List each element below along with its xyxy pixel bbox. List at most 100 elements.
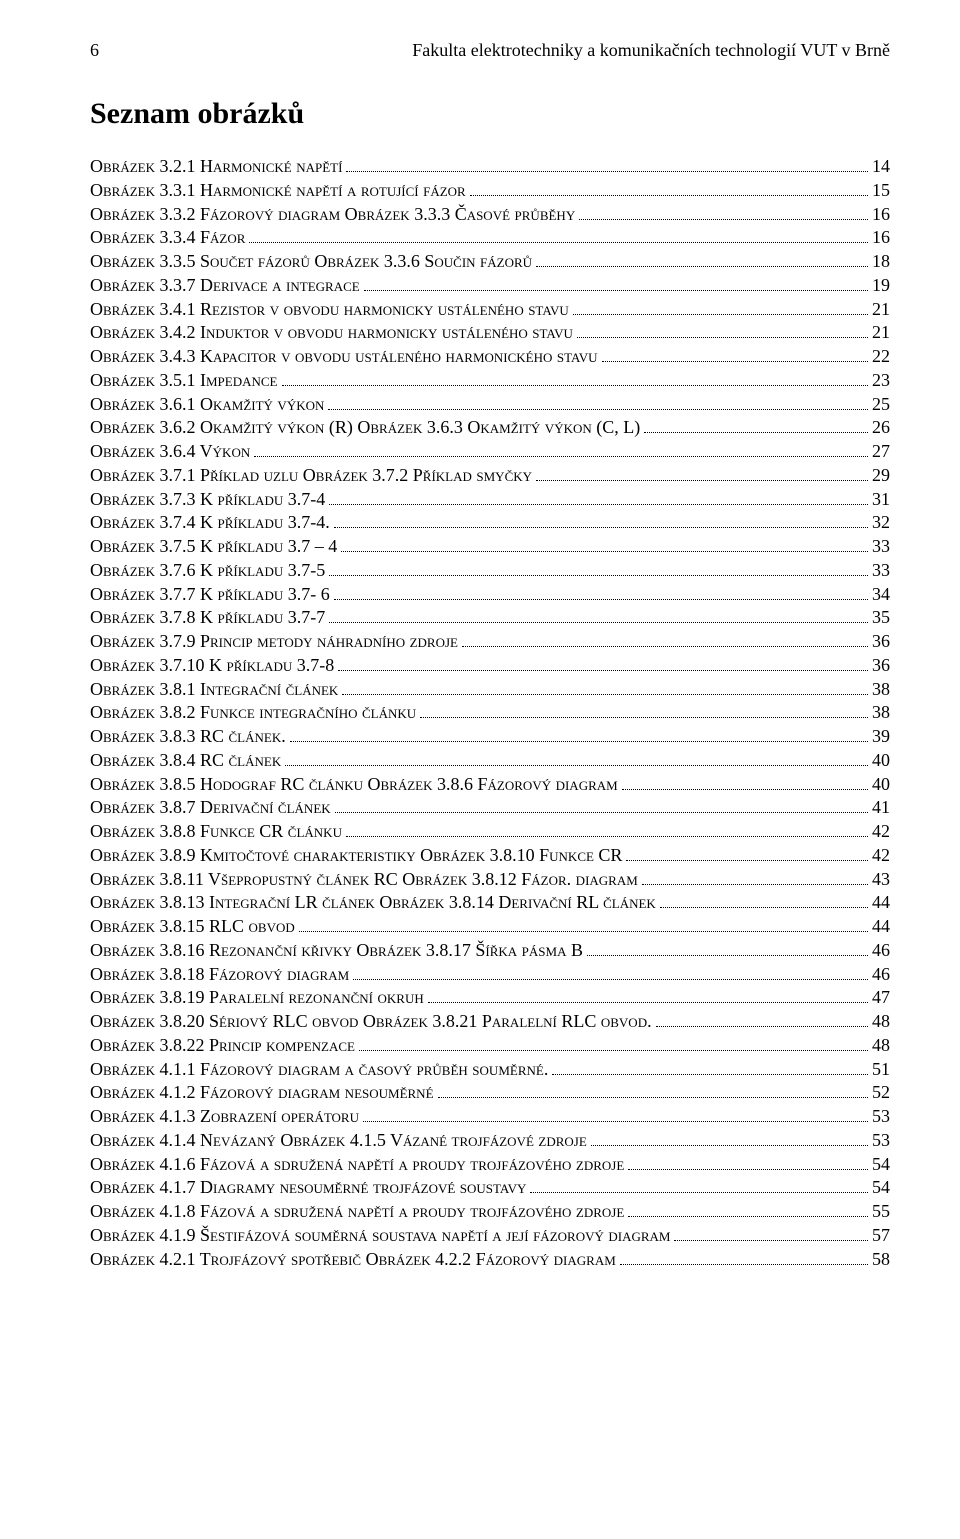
dot-leaders [364,276,868,291]
toc-label: Obrázek 3.8.20 Sériový RLC obvod Obrázek… [90,1010,652,1034]
toc-label: Obrázek 4.1.7 Diagramy nesouměrné trojfá… [90,1176,526,1200]
toc-row: Obrázek 3.4.2 Induktor v obvodu harmonic… [90,321,890,345]
toc-label: Obrázek 4.1.9 Šestifázová souměrná soust… [90,1224,670,1248]
toc-row: Obrázek 3.7.9 Princip metody náhradního … [90,630,890,654]
toc-label: Obrázek 4.1.2 Fázorový diagram nesouměrn… [90,1081,434,1105]
toc-label: Obrázek 3.7.5 K příkladu 3.7 – 4 [90,535,337,559]
dot-leaders [656,1013,868,1028]
dot-leaders [249,229,868,244]
toc-page: 15 [872,179,890,203]
toc-page: 44 [872,915,890,939]
toc-label: Obrázek 3.7.1 Příklad uzlu Obrázek 3.7.2… [90,464,532,488]
dot-leaders [329,609,868,624]
toc-row: Obrázek 3.7.4 K příkladu 3.7-4. 32 [90,511,890,535]
toc-label: Obrázek 3.7.10 K příkladu 3.7-8 [90,654,334,678]
dot-leaders [462,633,868,648]
toc-row: Obrázek 4.1.4 Nevázaný Obrázek 4.1.5 Váz… [90,1129,890,1153]
toc-label: Obrázek 3.7.8 K příkladu 3.7-7 [90,606,325,630]
toc-label: Obrázek 3.2.1 Harmonické napětí [90,155,342,179]
toc-label: Obrázek 3.7.6 K příkladu 3.7-5 [90,559,325,583]
toc-page: 21 [872,321,890,345]
toc-label: Obrázek 4.1.6 Fázová a sdružená napětí a… [90,1153,624,1177]
toc-row: Obrázek 3.3.5 Součet fázorů Obrázek 3.3.… [90,250,890,274]
dot-leaders [579,205,868,220]
dot-leaders [577,324,868,339]
toc-page: 52 [872,1081,890,1105]
toc-row: Obrázek 4.1.7 Diagramy nesouměrné trojfá… [90,1176,890,1200]
toc-label: Obrázek 3.4.1 Rezistor v obvodu harmonic… [90,298,569,322]
dot-leaders [334,514,868,529]
toc-row: Obrázek 3.8.16 Rezonanční křivky Obrázek… [90,939,890,963]
toc-label: Obrázek 3.8.3 RC článek. [90,725,286,749]
toc-row: Obrázek 3.7.7 K příkladu 3.7- 6 34 [90,583,890,607]
toc-label: Obrázek 3.8.19 Paralelní rezonanční okru… [90,986,424,1010]
toc-page: 36 [872,654,890,678]
toc-page: 31 [872,488,890,512]
toc-label: Obrázek 3.5.1 Impedance [90,369,278,393]
toc-page: 33 [872,535,890,559]
toc-row: Obrázek 3.8.9 Kmitočtové charakteristiky… [90,844,890,868]
dot-leaders [353,965,868,980]
toc-label: Obrázek 3.8.11 Všepropustný článek RC Ob… [90,868,638,892]
toc-page: 33 [872,559,890,583]
toc-page: 39 [872,725,890,749]
toc-page: 47 [872,986,890,1010]
toc-row: Obrázek 3.4.1 Rezistor v obvodu harmonic… [90,298,890,322]
dot-leaders [363,1108,868,1123]
dot-leaders [587,941,868,956]
dot-leaders [359,1036,868,1051]
toc-row: Obrázek 3.8.18 Fázorový diagram 46 [90,963,890,987]
toc-label: Obrázek 3.6.1 Okamžitý výkon [90,393,324,417]
dot-leaders [438,1084,868,1099]
toc-label: Obrázek 3.4.3 Kapacitor v obvodu ustálen… [90,345,598,369]
toc-page: 54 [872,1176,890,1200]
toc-row: Obrázek 4.1.9 Šestifázová souměrná soust… [90,1224,890,1248]
toc-row: Obrázek 3.7.1 Příklad uzlu Obrázek 3.7.2… [90,464,890,488]
toc-row: Obrázek 3.8.2 Funkce integračního článku… [90,701,890,725]
dot-leaders [602,348,868,363]
page-number: 6 [90,40,99,61]
dot-leaders [620,1250,868,1265]
toc-row: Obrázek 3.5.1 Impedance 23 [90,369,890,393]
toc-label: Obrázek 3.6.2 Okamžitý výkon (R) Obrázek… [90,416,640,440]
toc-row: Obrázek 3.8.7 Derivační článek 41 [90,796,890,820]
toc-row: Obrázek 3.7.10 K příkladu 3.7-8 36 [90,654,890,678]
toc-row: Obrázek 3.3.4 Fázor 16 [90,226,890,250]
toc-page: 38 [872,701,890,725]
dot-leaders [536,466,868,481]
toc-page: 55 [872,1200,890,1224]
toc-row: Obrázek 3.8.15 RLC obvod 44 [90,915,890,939]
toc-row: Obrázek 3.3.2 Fázorový diagram Obrázek 3… [90,203,890,227]
toc-row: Obrázek 4.2.1 Trojfázový spotřebič Obráz… [90,1248,890,1272]
toc-label: Obrázek 3.8.9 Kmitočtové charakteristiky… [90,844,622,868]
toc-row: Obrázek 3.6.1 Okamžitý výkon 25 [90,393,890,417]
toc-page: 48 [872,1010,890,1034]
toc-label: Obrázek 3.4.2 Induktor v obvodu harmonic… [90,321,573,345]
toc-label: Obrázek 3.8.18 Fázorový diagram [90,963,349,987]
toc-row: Obrázek 4.1.6 Fázová a sdružená napětí a… [90,1153,890,1177]
dot-leaders [328,395,868,410]
toc-page: 42 [872,844,890,868]
dot-leaders [285,751,868,766]
toc-row: Obrázek 3.3.7 Derivace a integrace 19 [90,274,890,298]
dot-leaders [470,181,868,196]
toc-label: Obrázek 4.1.3 Zobrazení operátoru [90,1105,359,1129]
toc-label: Obrázek 3.3.2 Fázorový diagram Obrázek 3… [90,203,575,227]
toc-label: Obrázek 4.1.1 Fázorový diagram a časový … [90,1058,548,1082]
dot-leaders [536,253,868,268]
dot-leaders [642,870,868,885]
toc-page: 40 [872,749,890,773]
toc-page: 58 [872,1248,890,1272]
toc-page: 26 [872,416,890,440]
toc-label: Obrázek 3.8.16 Rezonanční křivky Obrázek… [90,939,583,963]
toc-page: 48 [872,1034,890,1058]
toc-row: Obrázek 3.3.1 Harmonické napětí a rotují… [90,179,890,203]
toc-page: 36 [872,630,890,654]
dot-leaders [626,846,868,861]
toc-page: 16 [872,226,890,250]
toc-row: Obrázek 3.8.22 Princip kompenzace 48 [90,1034,890,1058]
toc-page: 53 [872,1129,890,1153]
page-header: 6 Fakulta elektrotechniky a komunikačníc… [90,40,890,61]
toc-row: Obrázek 4.1.3 Zobrazení operátoru 53 [90,1105,890,1129]
toc-label: Obrázek 3.8.13 Integrační LR článek Obrá… [90,891,656,915]
